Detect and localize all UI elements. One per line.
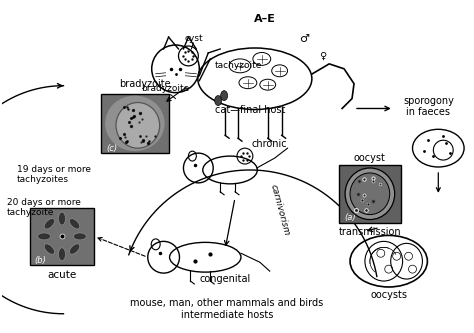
Text: cyst: cyst [184,34,203,43]
Text: in faeces: in faeces [406,108,450,118]
FancyBboxPatch shape [30,208,94,265]
Text: bradyzoite: bradyzoite [141,84,190,93]
Ellipse shape [37,233,51,240]
Ellipse shape [58,212,65,225]
Ellipse shape [350,173,390,214]
Text: ♀: ♀ [319,51,326,61]
Text: bradyzoite: bradyzoite [119,79,171,89]
Text: sporogony: sporogony [403,96,454,106]
FancyBboxPatch shape [101,94,169,153]
Ellipse shape [105,96,164,151]
Text: transmission: transmission [338,227,401,237]
Ellipse shape [44,218,55,229]
Text: (c): (c) [106,144,117,153]
Text: congenital: congenital [200,274,251,284]
Text: cat—final host: cat—final host [215,106,285,116]
Ellipse shape [345,168,395,219]
Text: A–E: A–E [254,14,276,24]
Text: ♂: ♂ [300,34,310,44]
Text: 20 days or more
tachyzoite: 20 days or more tachyzoite [7,198,81,217]
Ellipse shape [69,244,80,254]
Text: 19 days or more
tachyzoites: 19 days or more tachyzoites [17,165,91,184]
Ellipse shape [220,91,228,101]
Text: oocysts: oocysts [370,290,407,300]
Ellipse shape [44,244,55,254]
Text: carnivorism: carnivorism [268,183,291,236]
Text: (a): (a) [344,213,356,222]
Text: oocyst: oocyst [354,153,386,163]
Text: (b): (b) [35,256,46,265]
Text: chronic: chronic [252,139,288,149]
Text: mouse, man, other mammals and birds
intermediate hosts: mouse, man, other mammals and birds inte… [130,298,324,320]
Ellipse shape [116,103,160,148]
Ellipse shape [215,96,222,106]
Text: acute: acute [47,270,77,280]
Ellipse shape [58,248,65,261]
Ellipse shape [69,218,80,229]
Ellipse shape [73,233,86,240]
Text: tachyzoite: tachyzoite [215,61,263,70]
FancyBboxPatch shape [339,165,401,222]
